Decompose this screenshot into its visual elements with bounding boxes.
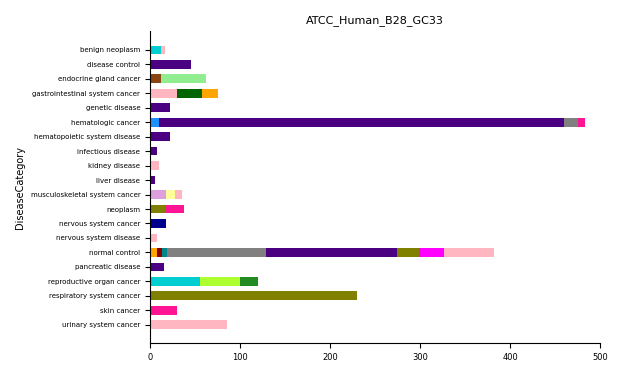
Bar [150,234,157,242]
Bar [150,248,157,257]
Bar [150,74,161,83]
Bar [564,118,578,127]
Bar [162,248,167,257]
Bar [150,89,177,98]
Bar [240,277,258,286]
Bar [177,89,202,98]
Bar [150,320,227,329]
Bar [150,147,157,155]
Bar [161,46,165,54]
Bar [150,118,159,127]
Bar [578,118,585,127]
Bar [167,248,266,257]
Bar [150,46,161,54]
Bar [150,205,166,213]
Bar [150,176,155,184]
Bar [419,248,444,257]
Bar [150,306,177,315]
Bar [166,205,184,213]
Bar [266,248,397,257]
Bar [150,190,166,199]
Bar [150,132,170,141]
Bar [199,277,240,286]
Bar [444,248,494,257]
Bar [150,60,191,69]
Bar [150,103,170,112]
Bar [150,161,159,170]
Bar [157,248,162,257]
Bar [150,291,357,300]
Bar [166,190,175,199]
Bar [150,277,199,286]
Bar [397,248,419,257]
Bar [150,219,166,228]
Bar [175,190,183,199]
Bar [150,262,163,271]
Bar [159,118,564,127]
Y-axis label: DiseaseCategory: DiseaseCategory [15,146,25,229]
Bar [202,89,219,98]
Title: ATCC_Human_B28_GC33: ATCC_Human_B28_GC33 [306,15,444,26]
Bar [161,74,206,83]
